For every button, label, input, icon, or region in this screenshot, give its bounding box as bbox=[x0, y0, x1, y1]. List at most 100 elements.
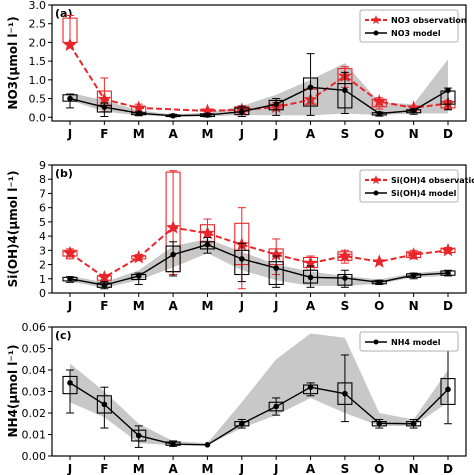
data-point bbox=[135, 432, 142, 439]
data-point bbox=[239, 108, 245, 115]
x-tick-label: D bbox=[443, 299, 453, 313]
legend-box bbox=[359, 169, 459, 203]
y-tick-label: 0.00 bbox=[22, 450, 47, 463]
legend-star-marker bbox=[371, 15, 381, 24]
data-point bbox=[101, 282, 108, 288]
box bbox=[302, 269, 319, 284]
y-tick-label: 1.5 bbox=[29, 55, 47, 68]
legend-label: NO3 observation bbox=[391, 16, 467, 25]
box bbox=[337, 273, 353, 286]
data-point bbox=[372, 94, 387, 108]
legend-dot-marker bbox=[373, 339, 379, 345]
x-tick-label: F bbox=[100, 127, 108, 141]
x-tick-label: M bbox=[133, 462, 145, 475]
box bbox=[337, 382, 353, 405]
y-tick-label: 0.03 bbox=[22, 386, 47, 399]
x-tick-label: N bbox=[409, 299, 419, 313]
data-point bbox=[135, 110, 142, 116]
data-point bbox=[200, 225, 215, 240]
box bbox=[268, 261, 284, 286]
y-tick-label: 1.0 bbox=[29, 74, 47, 87]
y-tick-label: 9 bbox=[39, 159, 46, 172]
data-point bbox=[97, 269, 112, 284]
y-axis-label: Si(OH)4(μmol l⁻¹) bbox=[6, 171, 20, 288]
x-tick-label: S bbox=[341, 462, 350, 475]
legend: Si(OH)4 observation Si(OH)4 model bbox=[359, 169, 474, 203]
data-point bbox=[307, 274, 314, 281]
box bbox=[234, 249, 250, 276]
x-tick-label: J bbox=[239, 462, 244, 475]
data-point bbox=[410, 107, 417, 114]
y-tick-label: 0.05 bbox=[22, 343, 47, 356]
panel-label: (b) bbox=[55, 167, 73, 180]
data-point bbox=[239, 256, 245, 262]
x-tick-label: A bbox=[306, 299, 316, 313]
y-tick-label: 3.0 bbox=[29, 0, 47, 12]
x-tick-label: N bbox=[409, 462, 419, 475]
y-tick-label: 8 bbox=[39, 173, 46, 186]
plot-frame bbox=[51, 4, 467, 122]
data-point bbox=[101, 401, 108, 408]
series-line bbox=[69, 86, 449, 117]
x-tick-label: A bbox=[168, 462, 178, 475]
x-tick-label: J bbox=[239, 127, 244, 141]
x-tick-label: O bbox=[374, 127, 384, 141]
data-point bbox=[372, 254, 387, 268]
data-point bbox=[445, 386, 451, 393]
y-tick-label: 7 bbox=[39, 187, 46, 200]
model-series bbox=[62, 343, 456, 448]
box bbox=[302, 77, 319, 107]
y-tick-label: 3 bbox=[39, 244, 46, 257]
data-point bbox=[62, 245, 78, 260]
model-series bbox=[62, 237, 456, 290]
data-point bbox=[170, 112, 176, 119]
legend: NO3 observation NO3 model bbox=[359, 9, 467, 43]
x-tick-label: A bbox=[168, 299, 178, 313]
x-tick-label: D bbox=[443, 127, 453, 141]
y-axis-label: NO3(μmol l⁻¹) bbox=[6, 16, 20, 109]
model-range-band bbox=[70, 59, 448, 117]
x-tick-label: A bbox=[306, 127, 316, 141]
panel-label: (c) bbox=[55, 329, 72, 342]
box bbox=[199, 241, 216, 250]
data-point bbox=[410, 420, 417, 427]
model-series bbox=[62, 53, 456, 119]
box bbox=[96, 395, 112, 414]
data-point bbox=[67, 380, 73, 386]
x-tick-label: M bbox=[201, 462, 213, 475]
data-point bbox=[204, 112, 211, 118]
x-tick-label: A bbox=[168, 127, 178, 141]
data-point bbox=[273, 101, 279, 107]
y-axis-label: NH4(μmol l⁻¹) bbox=[6, 345, 20, 438]
x-tick-label: J bbox=[239, 299, 244, 313]
x-tick-label: M bbox=[133, 127, 145, 141]
y-tick-label: 0.5 bbox=[29, 93, 47, 106]
box bbox=[268, 401, 284, 412]
series-line bbox=[69, 243, 449, 286]
data-point bbox=[166, 220, 181, 234]
series-line bbox=[69, 382, 449, 446]
x-tick-label: S bbox=[341, 127, 350, 141]
plot-frame bbox=[51, 164, 467, 294]
y-tick-label: 2.0 bbox=[29, 36, 47, 49]
data-point bbox=[376, 279, 383, 286]
legend: NH4 model bbox=[359, 331, 459, 352]
legend-label: NO3 model bbox=[391, 29, 441, 38]
data-point bbox=[204, 442, 211, 448]
box bbox=[62, 375, 78, 395]
x-tick-label: D bbox=[443, 462, 453, 475]
y-tick-label: 1 bbox=[39, 273, 46, 286]
x-tick-label: J bbox=[67, 127, 72, 141]
data-point bbox=[440, 242, 456, 257]
data-point bbox=[273, 403, 279, 410]
legend-dot-marker bbox=[373, 30, 379, 36]
data-point bbox=[307, 84, 314, 91]
data-point bbox=[307, 384, 314, 391]
data-point bbox=[97, 91, 112, 106]
y-tick-label: 4 bbox=[39, 230, 46, 243]
data-point bbox=[62, 37, 78, 52]
legend-star-marker bbox=[371, 175, 381, 184]
data-point bbox=[445, 270, 451, 276]
